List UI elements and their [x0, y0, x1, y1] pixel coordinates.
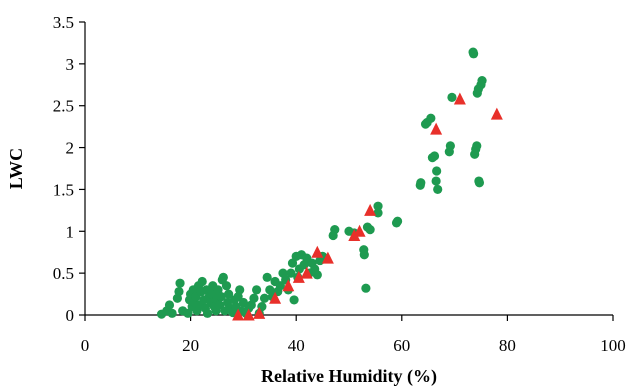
data-point-circle — [361, 283, 371, 293]
data-point-circle — [447, 92, 457, 102]
data-point-circle — [224, 289, 234, 299]
data-point-circle — [432, 166, 442, 176]
data-point-circle — [252, 285, 262, 295]
data-point-circle — [197, 276, 207, 287]
data-point-circle — [221, 281, 232, 291]
data-point-circle — [218, 272, 228, 282]
x-tick-label: 80 — [499, 336, 516, 355]
y-axis-title: LWC — [6, 148, 26, 189]
data-point-circle — [275, 281, 285, 291]
data-point-circle — [429, 151, 440, 161]
data-point-triangle — [269, 291, 282, 304]
y-tick-label: 3 — [66, 55, 75, 74]
y-tick-label: 2.5 — [53, 97, 74, 116]
data-point-circle — [474, 178, 485, 188]
data-point-triangle — [311, 245, 324, 258]
data-point-circle — [289, 295, 299, 305]
data-point-circle — [286, 268, 296, 278]
data-point-circle — [175, 278, 185, 288]
data-point-triangle — [292, 270, 305, 283]
data-point-circle — [477, 76, 487, 86]
y-tick-label: 1.5 — [53, 180, 74, 199]
x-tick-label: 20 — [182, 336, 199, 355]
data-point-triangle — [242, 308, 255, 321]
data-point-circle — [365, 225, 375, 235]
data-point-triangle — [353, 224, 366, 237]
data-point-circle — [431, 176, 441, 186]
data-point-triangle — [490, 107, 503, 120]
y-tick-label: 1 — [66, 222, 75, 241]
y-tick-label: 2 — [66, 139, 75, 158]
data-point-circle — [183, 308, 193, 318]
data-point-circle — [445, 141, 455, 151]
data-point-circle — [472, 141, 482, 151]
data-point-triangle — [232, 308, 245, 321]
x-axis-ticks: 0 20 40 60 80 100 — [81, 315, 626, 355]
data-point-circle — [167, 308, 177, 318]
data-point-circle — [215, 300, 225, 310]
x-tick-label: 40 — [288, 336, 305, 355]
data-point-triangle — [321, 251, 334, 264]
x-tick-label: 100 — [600, 336, 626, 355]
data-point-circle — [249, 293, 259, 303]
y-tick-label: 3.5 — [53, 13, 74, 32]
data-point-triangle — [282, 279, 295, 292]
data-point-triangle — [253, 306, 266, 319]
data-point-triangle — [300, 266, 313, 279]
data-point-circle — [433, 184, 443, 195]
data-point-circle — [469, 49, 479, 59]
data-point-circle — [359, 250, 369, 260]
data-point-circle — [202, 308, 213, 318]
data-point-circle — [330, 225, 340, 235]
data-point-circle — [312, 270, 322, 280]
y-tick-label: 0.5 — [53, 264, 74, 283]
data-point-circle — [262, 272, 272, 282]
data-point-circle — [216, 291, 226, 302]
data-point-circle — [287, 258, 298, 268]
data-point-circle — [259, 293, 270, 303]
x-tick-label: 60 — [393, 336, 410, 355]
data-point-circle — [238, 297, 248, 308]
data-point-circle — [416, 178, 426, 188]
x-axis-title: Relative Humidity (%) — [261, 366, 437, 387]
data-point-circle — [174, 286, 184, 297]
plot-area — [156, 47, 503, 321]
data-point-circle — [235, 285, 245, 295]
y-tick-label: 0 — [66, 306, 75, 325]
data-point-triangle — [453, 92, 466, 105]
data-point-triangle — [364, 203, 377, 216]
data-point-triangle — [348, 228, 361, 241]
data-point-circle — [164, 300, 175, 310]
data-point-circle — [426, 113, 436, 123]
x-tick-label: 0 — [81, 336, 90, 355]
data-point-triangle — [430, 122, 443, 135]
data-point-circle — [373, 201, 383, 211]
y-axis-ticks: 0 0.5 1 1.5 2 2.5 3 3.5 — [53, 13, 85, 325]
data-point-circle — [392, 216, 403, 226]
